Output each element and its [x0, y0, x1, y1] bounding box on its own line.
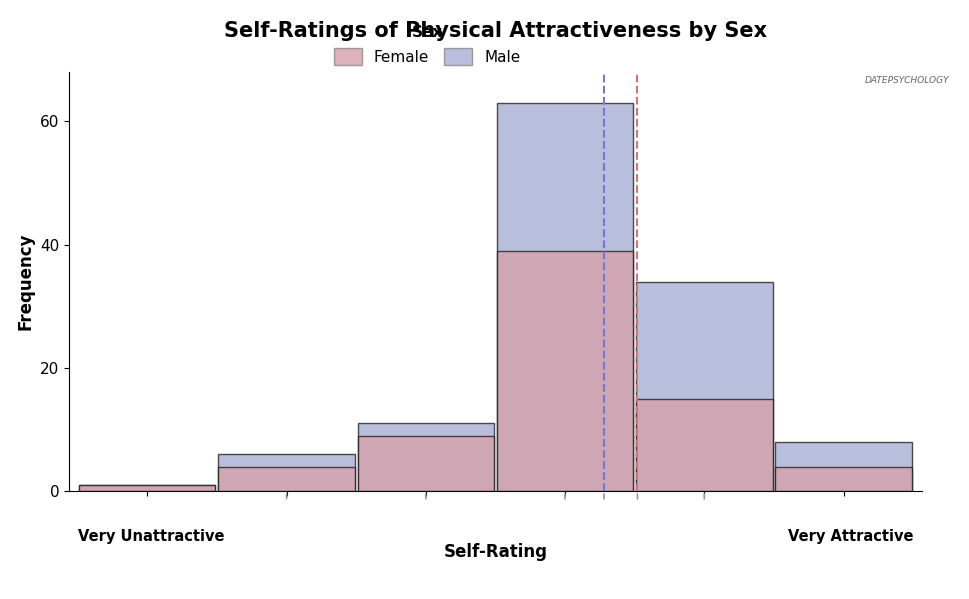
Bar — [636, 399, 771, 491]
Text: DATEPSYCHOLOGY: DATEPSYCHOLOGY — [863, 76, 949, 86]
Bar — [774, 467, 911, 491]
Text: Very Attractive: Very Attractive — [787, 529, 912, 544]
Bar — [218, 467, 355, 491]
Bar — [358, 423, 493, 491]
Y-axis label: Frequency: Frequency — [16, 233, 35, 330]
Bar — [774, 442, 911, 491]
Title: Self-Ratings of Physical Attractiveness by Sex: Self-Ratings of Physical Attractiveness … — [224, 21, 766, 41]
Bar — [79, 485, 215, 491]
X-axis label: Self-Rating: Self-Rating — [443, 543, 547, 561]
Bar — [496, 251, 633, 491]
Bar — [358, 435, 493, 491]
Bar — [636, 282, 771, 491]
Bar — [79, 485, 215, 491]
Text: Very Unattractive: Very Unattractive — [78, 529, 224, 544]
Bar — [218, 454, 355, 491]
Bar — [496, 102, 633, 491]
Legend: Female, Male: Female, Male — [333, 25, 520, 65]
